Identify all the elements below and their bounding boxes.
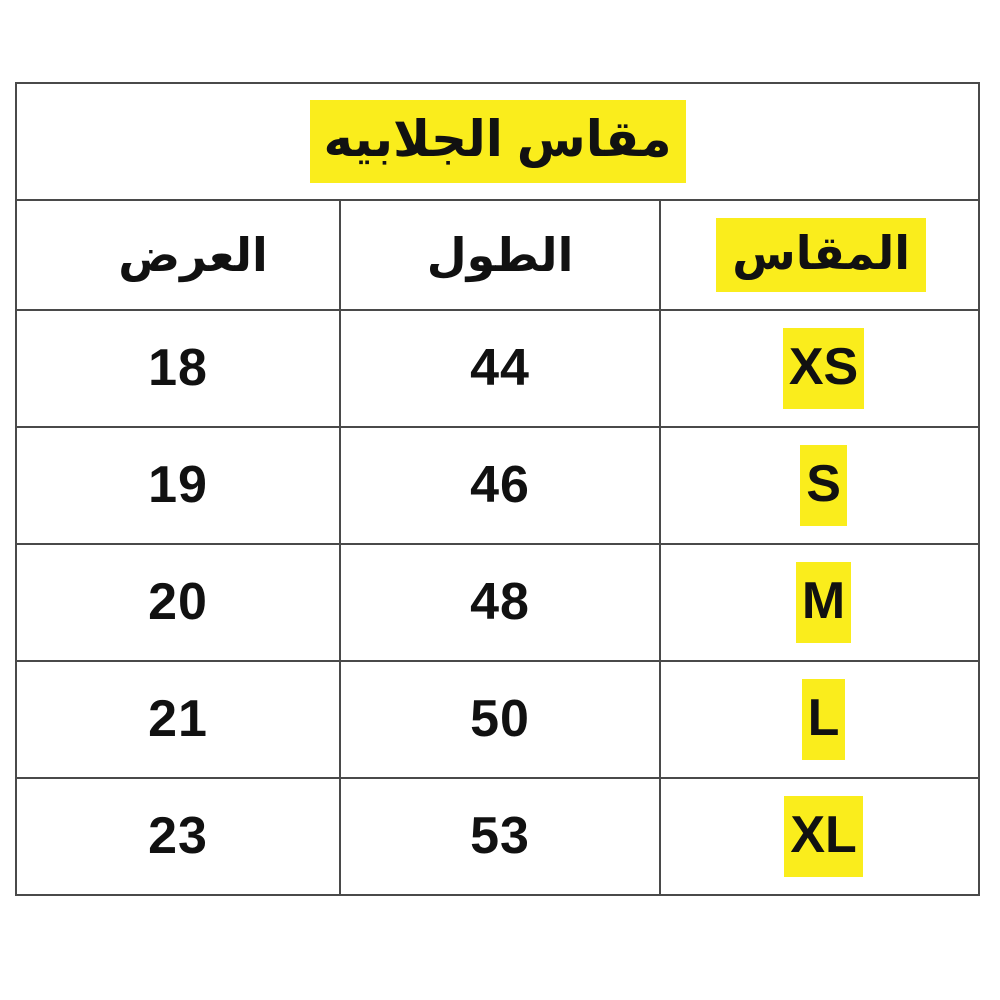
width-value: 18 xyxy=(148,339,208,398)
width-wrapper: 20 xyxy=(17,545,339,660)
width-wrapper: 18 xyxy=(17,311,339,426)
header-length-wrapper: الطول xyxy=(341,201,659,309)
length-wrapper: 46 xyxy=(341,428,659,543)
width-value: 23 xyxy=(148,807,208,866)
size-wrapper: S xyxy=(661,428,978,543)
size-chart-table: مقاس الجلابيه المقاس الطول xyxy=(14,82,981,896)
header-size-wrapper: المقاس xyxy=(661,201,978,309)
size-label: M xyxy=(795,562,852,643)
table-row: XS 44 18 xyxy=(14,309,981,428)
size-wrapper: XS xyxy=(661,311,978,426)
length-wrapper: 50 xyxy=(341,662,659,777)
size-wrapper: XL xyxy=(661,779,978,894)
column-header-width: العرض xyxy=(118,228,268,281)
size-label: XS xyxy=(782,328,865,409)
header-cell-size: المقاس xyxy=(659,199,981,311)
cell-length: 53 xyxy=(339,777,662,896)
cell-length: 48 xyxy=(339,543,662,662)
cell-length: 50 xyxy=(339,660,662,779)
size-label: S xyxy=(800,445,847,526)
header-width-wrapper: العرض xyxy=(17,201,339,309)
length-wrapper: 48 xyxy=(341,545,659,660)
cell-size: M xyxy=(659,543,981,662)
length-value: 50 xyxy=(470,690,530,749)
length-value: 44 xyxy=(470,339,530,398)
cell-width: 20 xyxy=(14,543,342,662)
table-row: M 48 20 xyxy=(14,543,981,662)
table-title-row: مقاس الجلابيه xyxy=(14,82,981,201)
header-cell-width: العرض xyxy=(14,199,342,311)
table-row: S 46 19 xyxy=(14,426,981,545)
cell-width: 21 xyxy=(14,660,342,779)
length-wrapper: 53 xyxy=(341,779,659,894)
table-title-cell: مقاس الجلابيه xyxy=(14,82,981,201)
column-header-length: الطول xyxy=(426,228,574,281)
cell-size: XL xyxy=(659,777,981,896)
length-value: 46 xyxy=(470,456,530,515)
cell-length: 44 xyxy=(339,309,662,428)
length-wrapper: 44 xyxy=(341,311,659,426)
length-value: 53 xyxy=(470,807,530,866)
length-value: 48 xyxy=(470,573,530,632)
width-value: 20 xyxy=(148,573,208,632)
cell-width: 18 xyxy=(14,309,342,428)
cell-size: L xyxy=(659,660,981,779)
cell-length: 46 xyxy=(339,426,662,545)
cell-width: 23 xyxy=(14,777,342,896)
size-label: XL xyxy=(784,796,863,877)
width-value: 21 xyxy=(148,690,208,749)
table-row: L 50 21 xyxy=(14,660,981,779)
width-wrapper: 23 xyxy=(17,779,339,894)
table-header-row: المقاس الطول العرض xyxy=(14,199,981,311)
cell-size: S xyxy=(659,426,981,545)
width-value: 19 xyxy=(148,456,208,515)
width-wrapper: 19 xyxy=(17,428,339,543)
table-row: XL 53 23 xyxy=(14,777,981,896)
cell-size: XS xyxy=(659,309,981,428)
width-wrapper: 21 xyxy=(17,662,339,777)
page-title: مقاس الجلابيه xyxy=(309,99,686,184)
column-header-size: المقاس xyxy=(716,217,927,293)
cell-width: 19 xyxy=(14,426,342,545)
size-wrapper: M xyxy=(661,545,978,660)
header-cell-length: الطول xyxy=(339,199,662,311)
title-wrapper: مقاس الجلابيه xyxy=(17,84,978,199)
size-wrapper: L xyxy=(661,662,978,777)
size-label: L xyxy=(801,679,846,760)
